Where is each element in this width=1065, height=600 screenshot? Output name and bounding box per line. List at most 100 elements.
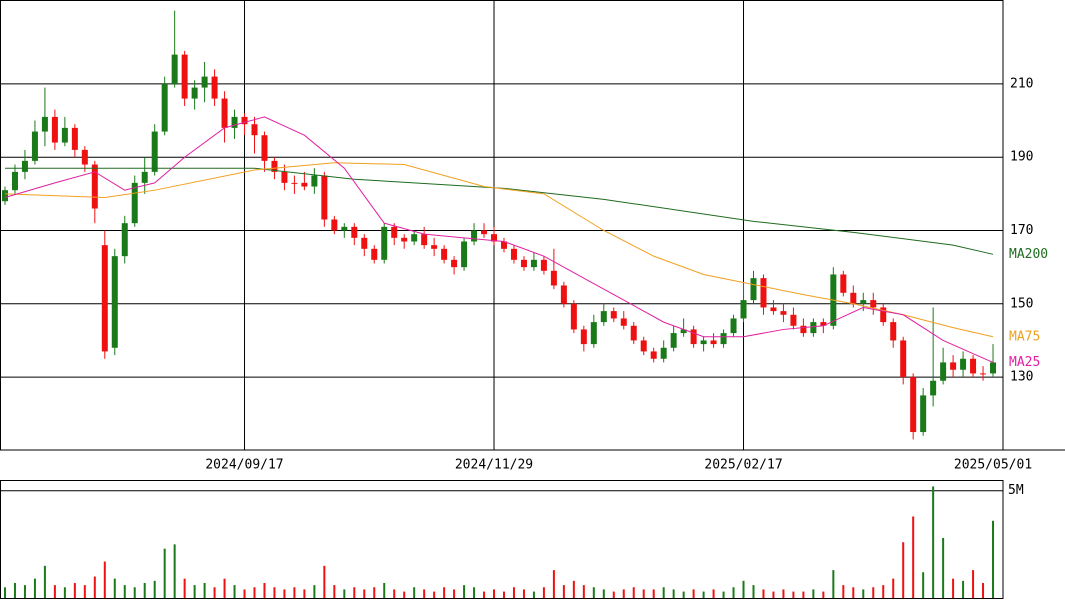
candle-body — [411, 234, 418, 242]
candle-body — [251, 124, 258, 136]
candle-body — [401, 237, 408, 242]
candle-body — [600, 311, 607, 323]
volume-bar — [852, 587, 855, 598]
volume-bar — [662, 587, 665, 598]
candle-body — [341, 226, 348, 231]
volume-bar — [882, 585, 885, 598]
volume-bar — [622, 589, 625, 598]
candle-body — [61, 127, 68, 143]
y-tick-label: 130 — [1010, 370, 1033, 385]
volume-bar — [712, 589, 715, 598]
volume-bar — [123, 585, 126, 598]
y-tick-label: 5M — [1008, 483, 1024, 498]
volume-bar — [522, 589, 525, 598]
candle-body — [271, 160, 278, 172]
volume-bar — [972, 570, 975, 598]
candle-body — [371, 248, 378, 260]
candle-body — [630, 325, 637, 341]
volume-bar — [463, 585, 466, 598]
candle-body — [890, 322, 897, 341]
volume-bar — [572, 580, 575, 598]
volume-bar — [333, 585, 336, 598]
candle-body — [421, 234, 428, 246]
legend-label: MA75 — [1009, 329, 1040, 344]
volume-bar — [473, 587, 476, 598]
volume-bar — [872, 587, 875, 598]
candle-body — [331, 219, 338, 231]
y-tick-label: 210 — [1010, 76, 1033, 91]
candle-body — [710, 340, 717, 345]
volume-bar — [692, 589, 695, 598]
volume-bar — [792, 591, 795, 598]
volume-bar — [992, 520, 995, 598]
volume-bar — [862, 589, 865, 598]
volume-bar — [912, 516, 915, 598]
candle-body — [500, 241, 507, 249]
volume-bar — [403, 591, 406, 598]
volume-bar — [612, 591, 615, 598]
candle-body — [970, 358, 977, 374]
volume-bar — [842, 585, 845, 598]
candle-body — [431, 245, 438, 249]
volume-bar — [53, 585, 56, 598]
volume-bar — [782, 589, 785, 598]
candle-body — [860, 300, 867, 304]
volume-bar — [922, 572, 925, 598]
volume-bar — [183, 578, 186, 598]
candle-body — [231, 116, 238, 128]
candle-body — [930, 380, 937, 396]
candle-body — [481, 230, 488, 235]
candle-body — [111, 256, 118, 348]
candle-body — [580, 329, 587, 345]
candle-body — [141, 171, 148, 183]
volume-bar — [223, 578, 226, 598]
candle-body — [131, 182, 138, 224]
candle-body — [820, 322, 827, 326]
candle-body — [570, 303, 577, 330]
candle-body — [361, 237, 368, 249]
volume-bar — [892, 578, 895, 598]
volume-bar — [982, 582, 985, 598]
volume-bar — [772, 591, 775, 598]
legend-label: MA25 — [1009, 355, 1040, 370]
candle-body — [461, 241, 468, 268]
volume-bar — [582, 585, 585, 598]
volume-bar — [363, 589, 366, 598]
volume-bar — [552, 570, 555, 598]
candle-body — [800, 325, 807, 334]
volume-bar — [133, 587, 136, 598]
volume-bar — [163, 548, 166, 598]
legend-label: MA200 — [1009, 247, 1048, 262]
volume-bar — [43, 565, 46, 598]
volume-bar — [373, 587, 376, 598]
candle-body — [700, 340, 707, 345]
candle-body — [11, 171, 18, 191]
volume-bar — [682, 591, 685, 598]
volume-bar — [732, 587, 735, 598]
volume-bar — [443, 587, 446, 598]
volume-panel — [0, 480, 1004, 599]
volume-bar — [672, 589, 675, 598]
volume-bar — [283, 589, 286, 598]
volume-bar — [642, 589, 645, 598]
candle-body — [311, 175, 318, 187]
volume-bar — [962, 580, 965, 598]
candle-body — [181, 54, 188, 99]
y-tick-label: 170 — [1010, 223, 1033, 238]
volume-bar — [702, 591, 705, 598]
volume-bar — [902, 542, 905, 598]
volume-bar — [942, 537, 945, 598]
candle-body — [51, 116, 58, 143]
candle-body — [620, 318, 627, 326]
volume-bar — [632, 587, 635, 598]
candle-body — [71, 127, 78, 150]
candle-body — [151, 131, 158, 172]
volume-bar — [343, 589, 346, 598]
volume-bar — [832, 570, 835, 598]
volume-bar — [383, 582, 386, 598]
moving-average — [4, 162, 994, 338]
candle-body — [680, 329, 687, 334]
candle-body — [550, 270, 557, 286]
volume-bar — [153, 580, 156, 598]
